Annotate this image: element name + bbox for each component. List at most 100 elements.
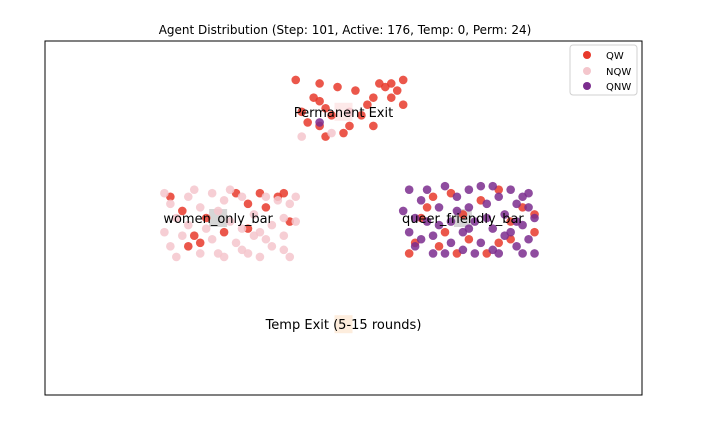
point-qnw xyxy=(530,249,539,258)
point-nqw xyxy=(225,217,235,226)
legend-marker-nqw xyxy=(583,67,591,75)
point-qw xyxy=(243,199,253,209)
point-qnw xyxy=(416,196,426,205)
point-qnw xyxy=(446,217,456,226)
point-qw xyxy=(404,249,414,258)
point-nqw xyxy=(189,185,199,194)
point-nqw xyxy=(172,213,181,223)
point-nqw xyxy=(207,234,217,244)
point-nqw xyxy=(237,192,247,202)
point-qnw xyxy=(500,210,509,219)
chart-title: Agent Distribution (Step: 101, Active: 1… xyxy=(159,23,532,37)
point-qw xyxy=(530,227,539,237)
location-marker-women-only-bar xyxy=(209,209,228,227)
point-nqw xyxy=(327,128,336,138)
point-nqw xyxy=(249,210,259,219)
point-qnw xyxy=(482,213,492,223)
point-qw xyxy=(398,100,408,110)
point-nqw xyxy=(201,224,211,233)
point-nqw xyxy=(291,192,301,202)
point-qw xyxy=(243,224,253,233)
point-qnw xyxy=(440,249,450,258)
point-nqw xyxy=(207,188,217,198)
point-qw xyxy=(369,121,378,131)
point-qnw xyxy=(452,192,462,202)
point-qw xyxy=(201,213,211,223)
point-qw xyxy=(315,96,324,106)
point-qw xyxy=(321,103,330,113)
point-nqw xyxy=(237,224,247,233)
point-nqw xyxy=(225,185,235,194)
point-qw xyxy=(386,93,396,102)
point-nqw xyxy=(285,252,295,262)
point-qnw xyxy=(428,249,438,258)
point-qnw xyxy=(404,185,414,194)
point-qnw xyxy=(494,192,504,202)
location-labels: Permanent Exit women_only_bar queer_friend… xyxy=(163,106,524,333)
point-qw xyxy=(303,118,312,127)
location-marker-permanent-exit xyxy=(334,102,353,121)
location-label-queer-friendly-bar: queer_friendly_bar xyxy=(402,212,524,227)
point-qw xyxy=(333,82,342,92)
point-qw xyxy=(339,128,348,138)
point-nqw xyxy=(219,196,229,205)
point-qnw xyxy=(488,181,498,191)
point-qnw xyxy=(476,181,486,191)
point-qnw xyxy=(488,224,498,233)
point-qw xyxy=(291,75,301,85)
point-nqw xyxy=(255,252,265,262)
point-qnw xyxy=(530,213,539,223)
point-nqw xyxy=(261,192,271,202)
point-qnw xyxy=(416,234,426,244)
location-marker-temp-exit-5-15-rounds xyxy=(334,315,353,334)
point-qnw xyxy=(434,203,444,212)
point-qnw xyxy=(446,238,456,248)
point-qw xyxy=(183,242,193,251)
location-highlights xyxy=(209,102,472,334)
point-nqw xyxy=(345,107,354,117)
point-nqw xyxy=(178,231,187,240)
point-qw xyxy=(297,107,307,117)
point-nqw xyxy=(183,220,193,230)
point-qw xyxy=(506,217,515,226)
point-qw xyxy=(369,93,378,102)
point-nqw xyxy=(267,242,277,251)
point-nqw xyxy=(267,220,277,230)
point-qw xyxy=(327,111,336,120)
point-nqw xyxy=(160,188,169,198)
location-label-permanent-exit: Permanent Exit xyxy=(294,106,393,121)
legend-label-qw: QW xyxy=(606,51,624,62)
point-qw xyxy=(351,86,360,95)
point-nqw xyxy=(279,245,289,255)
point-qnw xyxy=(464,224,474,233)
point-qnw xyxy=(506,185,515,194)
point-qnw xyxy=(506,227,515,237)
point-qw xyxy=(178,206,187,216)
point-nqw xyxy=(183,192,193,202)
legend-label-nqw: NQW xyxy=(606,67,631,78)
point-nqw xyxy=(285,199,295,209)
point-qnw xyxy=(452,206,462,216)
series-qw xyxy=(166,75,539,258)
point-qw xyxy=(494,238,504,248)
point-qw xyxy=(189,231,199,240)
point-qnw xyxy=(470,217,480,226)
legend-marker-qw xyxy=(583,51,591,59)
point-nqw xyxy=(166,199,175,209)
point-qw xyxy=(219,227,229,237)
point-qnw xyxy=(398,206,408,216)
point-qnw xyxy=(470,249,480,258)
point-nqw xyxy=(291,217,301,226)
point-qw xyxy=(315,79,324,88)
legend-marker-qnw xyxy=(583,82,591,90)
point-nqw xyxy=(255,227,265,237)
point-qnw xyxy=(464,203,474,212)
point-nqw xyxy=(231,238,241,248)
point-nqw xyxy=(279,231,289,240)
series-nqw xyxy=(160,107,354,262)
point-qw xyxy=(440,227,450,237)
point-nqw xyxy=(213,206,223,216)
scatter-series-layer xyxy=(160,75,539,262)
point-qnw xyxy=(494,249,504,258)
point-nqw xyxy=(261,234,271,244)
